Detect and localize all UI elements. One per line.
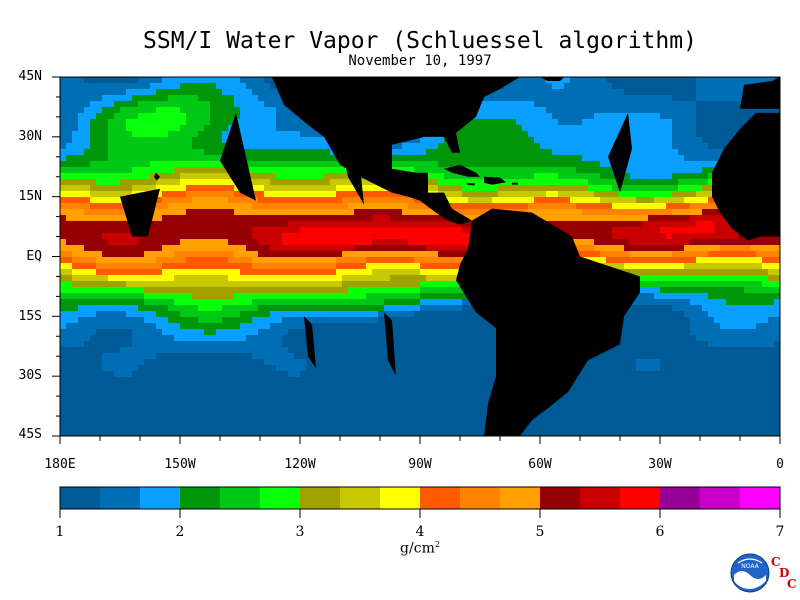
axis-ticks: [52, 76, 781, 444]
scale-label-2: 2: [175, 524, 185, 540]
lat-label-30s: 30S: [18, 368, 42, 383]
chart-title: SSM/I Water Vapor (Schluessel algorithm): [143, 28, 697, 54]
cdc-letter-c: C: [771, 555, 781, 569]
lat-label-eq: EQ: [26, 249, 42, 264]
hawaii: [154, 172, 160, 181]
lon-label-180e: 180E: [44, 457, 76, 472]
south-america: [456, 208, 640, 436]
lat-label-45n: 45N: [18, 69, 42, 84]
noaa-logo-icon: NOAA: [730, 553, 770, 593]
lon-label-60w: 60W: [528, 457, 552, 472]
cdc-letter-d: D: [779, 566, 790, 580]
lat-label-45s: 45S: [18, 427, 42, 442]
gap-4: [608, 112, 632, 193]
scale-label-6: 6: [655, 524, 665, 540]
jamaica: [466, 182, 476, 186]
europe: [740, 77, 780, 109]
scale-label-4: 4: [415, 524, 425, 540]
scale-unit: g/cm2: [400, 540, 440, 557]
gap-6: [384, 312, 396, 377]
scale-label-7: 7: [775, 524, 785, 540]
lat-label-15n: 15N: [18, 189, 42, 204]
lon-label-120w: 120W: [284, 457, 316, 472]
gap-1: [120, 188, 160, 237]
greenland: [540, 77, 564, 81]
north-america: [272, 77, 520, 225]
scale-label-5: 5: [535, 524, 545, 540]
lat-label-30n: 30N: [18, 129, 42, 144]
scale-label-3: 3: [295, 524, 305, 540]
map-frame: [59, 76, 781, 437]
lon-label-0: 0: [776, 457, 784, 472]
hispaniola: [484, 176, 506, 185]
gap-5: [304, 316, 316, 369]
cdc-letter-c2: C: [787, 577, 797, 591]
africa: [712, 112, 780, 241]
gap-2: [220, 112, 256, 201]
lat-label-15s: 15S: [18, 309, 42, 324]
lon-label-150w: 150W: [164, 457, 196, 472]
land-masses: [120, 77, 780, 436]
gap-3: [340, 128, 364, 205]
chart-date: November 10, 1997: [348, 53, 492, 69]
puerto-rico: [512, 182, 518, 185]
cuba: [444, 164, 480, 177]
lon-label-90w: 90W: [408, 457, 432, 472]
scale-label-1: 1: [55, 524, 65, 540]
lon-label-30w: 30W: [648, 457, 672, 472]
